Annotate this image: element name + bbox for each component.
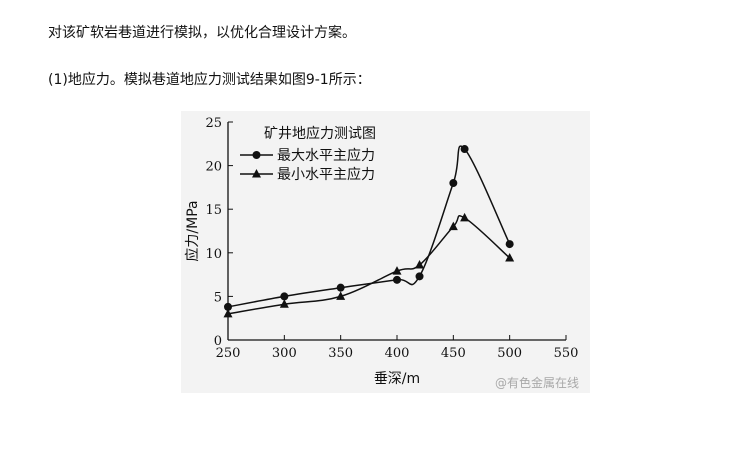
series-1-point bbox=[449, 179, 458, 188]
y-axis-title: 应力/MPa bbox=[184, 200, 201, 261]
series-2-point bbox=[392, 266, 402, 275]
x-axis-title: 垂深/m bbox=[374, 371, 420, 387]
x-tick-label: 300 bbox=[272, 346, 297, 361]
figure-caption-text: (1)地应力。模拟巷道地应力测试结果如图9-1所示： bbox=[48, 72, 371, 88]
series-1-point bbox=[280, 292, 289, 301]
series-2-point bbox=[415, 260, 425, 269]
series-1-point bbox=[393, 275, 401, 284]
y-tick-label: 25 bbox=[205, 116, 222, 131]
series-2-point bbox=[448, 221, 458, 231]
x-tick-label: 250 bbox=[216, 346, 241, 361]
x-tick-label: 550 bbox=[554, 346, 579, 361]
y-tick-label: 20 bbox=[205, 160, 222, 175]
x-tick-label: 450 bbox=[441, 346, 466, 361]
series-1-point bbox=[224, 302, 232, 311]
series-2-point bbox=[460, 212, 470, 222]
series-1-point bbox=[336, 283, 345, 292]
series-2-point bbox=[223, 308, 233, 318]
legend-marker-1 bbox=[252, 151, 261, 159]
y-tick-label: 10 bbox=[205, 247, 222, 262]
y-tick-label: 5 bbox=[214, 290, 222, 305]
legend-title: 矿井地应力测试图 bbox=[264, 125, 376, 142]
x-tick-label: 500 bbox=[497, 346, 522, 361]
legend-label-2: 最小水平主应力 bbox=[277, 166, 375, 183]
series-1-point bbox=[460, 145, 469, 154]
series-2-point bbox=[279, 299, 289, 308]
series-1-point bbox=[415, 272, 424, 281]
legend-label-1: 最大水平主应力 bbox=[277, 147, 375, 164]
y-tick-label: 0 bbox=[214, 334, 222, 349]
series-1-point bbox=[505, 240, 514, 249]
y-tick-label: 15 bbox=[205, 203, 222, 218]
x-tick-label: 400 bbox=[385, 346, 410, 361]
watermark-text: @有色金属在线 bbox=[495, 375, 579, 390]
x-tick-label: 350 bbox=[328, 346, 353, 361]
intro-text: 对该矿软岩巷道进行模拟，以优化合理设计方案。 bbox=[48, 25, 356, 41]
stress-chart-figure: 250 300 350 400 450 500 550 0 5 10 15 20 25 垂深/m 应力/MP… bbox=[181, 111, 590, 393]
stress-chart: 250 300 350 400 450 500 550 0 5 10 15 20 25 垂深/m 应力/MP… bbox=[184, 116, 579, 390]
legend-marker-2 bbox=[252, 169, 261, 178]
series-2-point bbox=[336, 291, 346, 300]
series-2-point bbox=[505, 253, 515, 262]
